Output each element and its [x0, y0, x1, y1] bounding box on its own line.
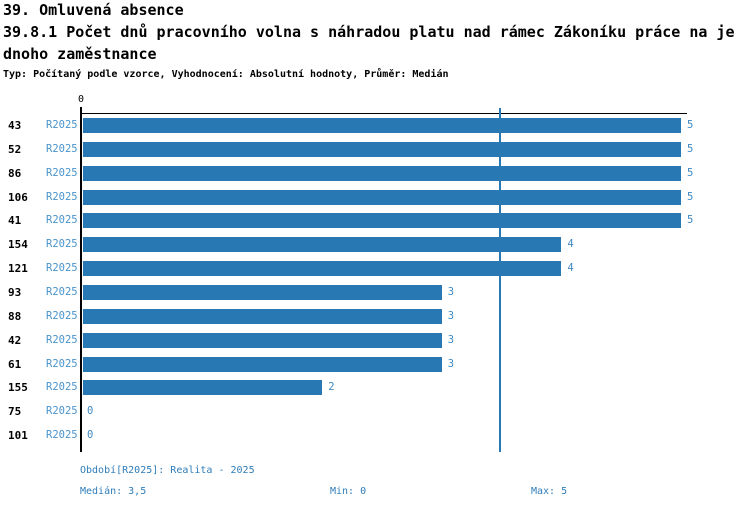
bar-row: 86 R2025 5 [0, 165, 750, 181]
row-series-label: R2025 [46, 238, 78, 251]
bar-value-label: 5 [687, 119, 694, 131]
row-category-label: 154 [8, 238, 28, 252]
report-title: 39. Omluvená absence [3, 1, 184, 19]
bar-row: 155 R2025 2 [0, 380, 750, 396]
row-series-label: R2025 [46, 142, 78, 155]
y-axis-line [80, 107, 82, 452]
row-category-label: 106 [8, 190, 28, 204]
bar-value-label: 3 [447, 357, 455, 370]
bar-row: 52 R2025 5 [0, 141, 750, 157]
row-category-label: 42 [8, 333, 22, 347]
report-subtitle-line2: dnoho zaměstnance [3, 45, 157, 63]
bar-row: 101 R2025 0 [0, 428, 750, 443]
bar-value-label: 3 [447, 309, 455, 322]
row-series-label: R2025 [46, 285, 78, 298]
bar-value-label: 2 [328, 381, 335, 394]
bar-row: 106 R2025 5 [0, 189, 750, 205]
row-series-label: R2025 [46, 405, 78, 418]
row-category-label: 41 [8, 214, 22, 228]
row-series-label: R2025 [46, 214, 78, 227]
bar-row: 43 R2025 5 [0, 118, 750, 133]
row-category-label: 61 [8, 357, 22, 371]
axis-zero-tick-label: 0 [77, 94, 85, 105]
row-category-label: 101 [8, 429, 28, 443]
row-series-label: R2025 [46, 357, 78, 370]
row-category-label: 93 [8, 285, 22, 299]
bar-value-label: 4 [567, 262, 574, 275]
bar-value-label: 5 [687, 166, 694, 179]
row-category-label: 75 [8, 405, 22, 419]
row-category-label: 52 [8, 142, 22, 156]
bar-value-label: 5 [687, 214, 694, 227]
row-category-label: 88 [8, 309, 22, 323]
report-subtitle-line1: 39.8.1 Počet dnů pracovního volna s náhr… [3, 23, 735, 41]
bar-row: 42 R2025 3 [0, 332, 750, 348]
bar [83, 332, 442, 348]
row-series-label: R2025 [46, 381, 78, 394]
bar [83, 356, 442, 372]
row-series-label: R2025 [46, 166, 78, 179]
bar [83, 141, 681, 157]
bar [83, 261, 562, 277]
bar-value-label: 3 [447, 285, 455, 298]
bar [83, 380, 323, 396]
bar-value-label: 5 [687, 190, 694, 203]
row-series-label: R2025 [46, 429, 78, 442]
bar-row: 75 R2025 0 [0, 404, 750, 419]
bar-value-label: 3 [447, 333, 455, 346]
report-meta: Typ: Počítaný podle vzorce, Vyhodnocení:… [3, 69, 449, 80]
bar [83, 118, 681, 133]
row-series-label: R2025 [46, 309, 78, 322]
row-series-label: R2025 [46, 262, 78, 275]
row-category-label: 43 [8, 119, 22, 132]
bar-row: 121 R2025 4 [0, 261, 750, 277]
x-axis-top-line [81, 113, 687, 114]
bar [83, 284, 442, 300]
row-category-label: 86 [8, 166, 22, 180]
footer-max: Max: 5 [531, 486, 568, 497]
footer-min: Min: 0 [330, 486, 367, 497]
row-category-label: 121 [8, 262, 28, 276]
footer-period: Období[R2025]: Realita - 2025 [80, 465, 255, 476]
bar-row: 61 R2025 3 [0, 356, 750, 372]
row-category-label: 155 [8, 381, 28, 395]
bar [83, 237, 562, 253]
row-series-label: R2025 [46, 333, 78, 346]
bar-row: 88 R2025 3 [0, 308, 750, 324]
bar-value-label: 0 [87, 405, 94, 418]
row-series-label: R2025 [46, 190, 78, 203]
bar [83, 165, 681, 181]
bar-value-label: 5 [687, 142, 694, 155]
bar-value-label: 0 [87, 429, 94, 442]
bar-row: 93 R2025 3 [0, 284, 750, 300]
bar-row: 154 R2025 4 [0, 237, 750, 253]
row-series-label: R2025 [46, 119, 78, 131]
bar-row: 41 R2025 5 [0, 213, 750, 229]
footer-median: Medián: 3,5 [80, 486, 147, 497]
bar-value-label: 4 [567, 238, 574, 251]
bar [83, 213, 681, 229]
bar [83, 308, 442, 324]
median-line [499, 108, 501, 452]
bar [83, 189, 681, 205]
